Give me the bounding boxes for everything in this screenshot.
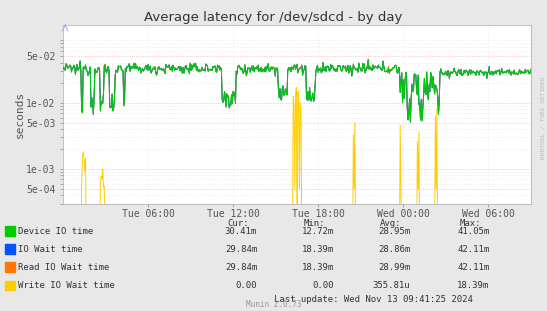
Text: 42.11m: 42.11m xyxy=(457,245,490,254)
Text: 0.00: 0.00 xyxy=(236,281,257,290)
Text: RRDTOOL / TOBI OETIKER: RRDTOOL / TOBI OETIKER xyxy=(541,77,546,160)
Text: Max:: Max: xyxy=(459,219,481,228)
Text: IO Wait time: IO Wait time xyxy=(18,245,82,254)
Text: 41.05m: 41.05m xyxy=(457,227,490,236)
Text: 28.86m: 28.86m xyxy=(378,245,410,254)
Text: 28.95m: 28.95m xyxy=(378,227,410,236)
Text: 0.00: 0.00 xyxy=(312,281,334,290)
Text: Cur:: Cur: xyxy=(227,219,248,228)
Text: Min:: Min: xyxy=(304,219,325,228)
Text: 18.39m: 18.39m xyxy=(457,281,490,290)
Text: 18.39m: 18.39m xyxy=(301,263,334,272)
Text: Munin 2.0.73: Munin 2.0.73 xyxy=(246,299,301,309)
Text: Write IO Wait time: Write IO Wait time xyxy=(18,281,114,290)
Text: Last update: Wed Nov 13 09:41:25 2024: Last update: Wed Nov 13 09:41:25 2024 xyxy=(274,295,473,304)
Text: Device IO time: Device IO time xyxy=(18,227,93,236)
Text: Avg:: Avg: xyxy=(380,219,401,228)
Text: Read IO Wait time: Read IO Wait time xyxy=(18,263,109,272)
Text: 29.84m: 29.84m xyxy=(225,245,257,254)
Y-axis label: seconds: seconds xyxy=(15,91,25,138)
Text: 29.84m: 29.84m xyxy=(225,263,257,272)
Text: 355.81u: 355.81u xyxy=(373,281,410,290)
Text: 12.72m: 12.72m xyxy=(301,227,334,236)
Text: 42.11m: 42.11m xyxy=(457,263,490,272)
Text: Average latency for /dev/sdcd - by day: Average latency for /dev/sdcd - by day xyxy=(144,11,403,24)
Text: 28.99m: 28.99m xyxy=(378,263,410,272)
Text: 18.39m: 18.39m xyxy=(301,245,334,254)
Text: 30.41m: 30.41m xyxy=(225,227,257,236)
